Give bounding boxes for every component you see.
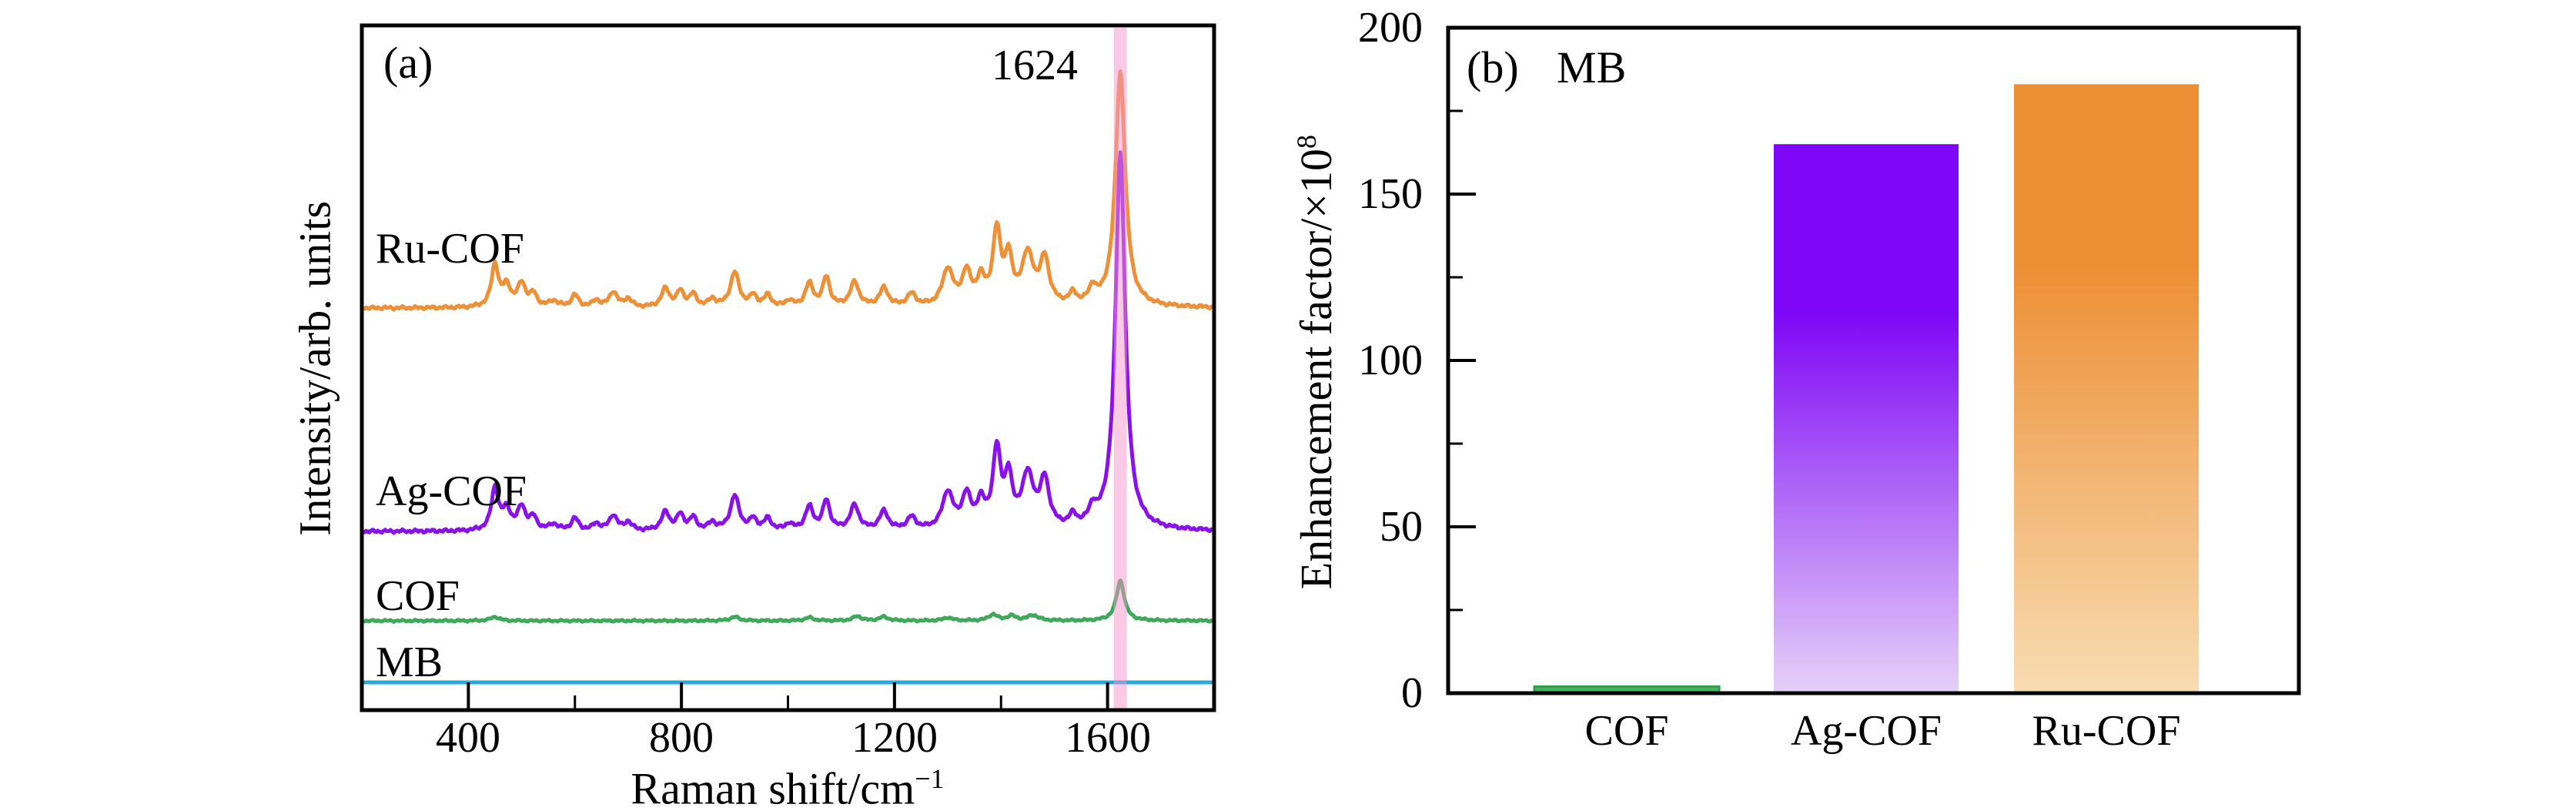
trace-label-cof: COF [376, 572, 460, 620]
panel-a-axes-box [360, 23, 1216, 712]
panel-a-ylabel: Intensity/arb. units [289, 200, 340, 536]
trace-label-mb: MB [376, 638, 443, 686]
trace-label-ru-cof: Ru-COF [376, 225, 524, 273]
panel-b-ytick-label: 200 [1358, 4, 1423, 52]
panel-a-xtick-label: 1600 [1065, 714, 1151, 762]
panel-b-ytick-label: 50 [1380, 503, 1423, 551]
panel-b-note-analyte: MB [1557, 42, 1627, 92]
spectrum-curve-ru-cof [360, 69, 1216, 312]
panel-b-ylabel-sup: 8 [1290, 135, 1322, 149]
panel-b-ytick-label: 150 [1358, 170, 1423, 218]
panel-a-xtick-label: 1200 [851, 714, 938, 762]
category-label-ag-cof: Ag-COF [1790, 707, 1942, 755]
spectrum-curve-cof [360, 578, 1216, 624]
category-label-cof: COF [1584, 707, 1669, 755]
peak-annotation-1624: 1624 [992, 42, 1078, 89]
bar-ru-cof [2014, 84, 2199, 693]
panel-a-xlabel-sup: −1 [915, 763, 945, 794]
panel-b-tag: (b) [1467, 42, 1519, 92]
bar-ag-cof [1774, 144, 1959, 693]
panel-b-ytick-label: 0 [1401, 669, 1423, 717]
trace-label-ag-cof: Ag-COF [376, 467, 527, 515]
panel-a-xtick-label: 800 [649, 714, 714, 762]
panel-a-xtick-label: 400 [436, 714, 500, 762]
panel-a-xlabel: Raman shift/cm−1 [480, 763, 1096, 811]
highlight-band-1624 [1113, 28, 1127, 709]
category-label-ru-cof: Ru-COF [2032, 707, 2181, 755]
panel-a-tag: (a) [383, 38, 433, 88]
panel-b-axes-box [1446, 25, 2301, 695]
panel-b-ytick-label: 100 [1358, 337, 1423, 384]
panel-a-xlabel-main: Raman shift/cm [631, 763, 915, 811]
spectrum-curve-ag-cof [360, 150, 1216, 535]
